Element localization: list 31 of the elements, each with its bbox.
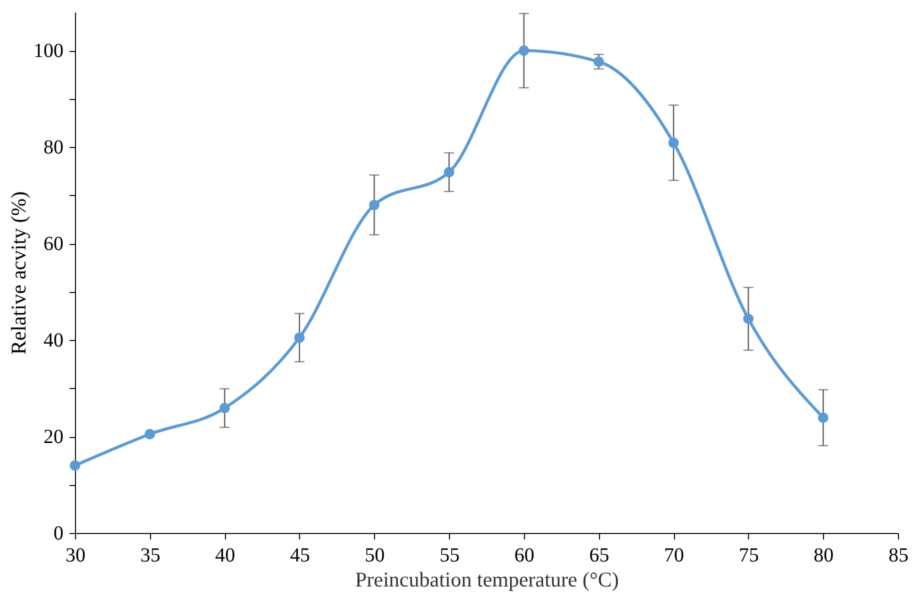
x-tick-label: 45: [290, 544, 310, 566]
x-axis-title: Preincubation temperature (°C): [355, 568, 619, 592]
y-tick-label: 80: [44, 136, 64, 159]
x-tick-label: 80: [814, 544, 834, 566]
x-tick-label: 60: [514, 544, 534, 566]
x-tick-label: 55: [440, 544, 460, 566]
point: [294, 332, 305, 343]
y-tick-label: 20: [44, 426, 64, 448]
x-tick-label: 75: [738, 544, 759, 566]
point: [444, 166, 454, 178]
x-tick-label: 30: [66, 544, 86, 566]
x-tick-label: 40: [215, 544, 236, 566]
x-tick-label: 85: [888, 544, 908, 566]
point: [743, 314, 754, 324]
point: [219, 402, 230, 414]
x-tick-label: 50: [364, 544, 385, 566]
point: [518, 45, 530, 56]
y-tick-label: 0: [54, 522, 64, 544]
point: [818, 412, 828, 423]
point: [668, 138, 679, 148]
point: [593, 56, 604, 67]
x-tick-label: 70: [664, 544, 684, 566]
point: [144, 428, 156, 440]
x-tick-label: 65: [589, 544, 610, 566]
y-tick-label: 60: [44, 233, 64, 256]
y-tick-label: 100: [34, 40, 64, 62]
x-tick-label: 35: [140, 544, 160, 566]
point: [369, 200, 380, 210]
point: [70, 460, 80, 471]
y-axis-title: Relative acvity (%): [6, 191, 30, 355]
y-tick-label: 40: [44, 330, 64, 352]
